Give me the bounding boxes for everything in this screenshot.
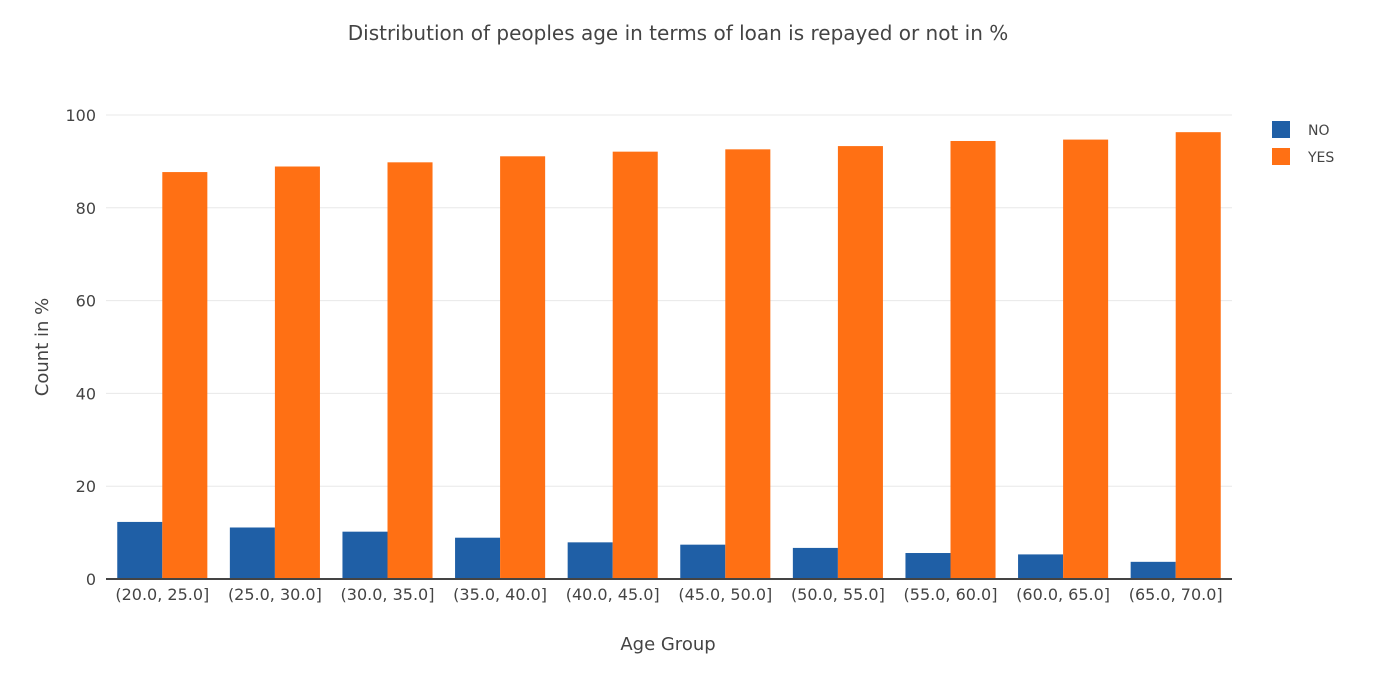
y-tick-label: 40 (76, 384, 96, 403)
bar-yes-1[interactable] (274, 166, 320, 579)
bar-yes-7[interactable] (950, 140, 996, 579)
bar-no-4[interactable] (567, 542, 613, 579)
bar-no-6[interactable] (792, 547, 838, 579)
bar-yes-8[interactable] (1063, 139, 1109, 580)
legend-label-yes[interactable]: YES (1307, 150, 1334, 166)
legend-swatch-yes[interactable] (1272, 148, 1290, 165)
bar-no-3[interactable] (455, 537, 501, 579)
bar-yes-5[interactable] (725, 149, 771, 579)
bar-no-1[interactable] (229, 527, 275, 579)
x-tick-label: (25.0, 30.0] (228, 585, 322, 604)
legend-swatch-no[interactable] (1272, 121, 1290, 138)
bar-yes-3[interactable] (500, 156, 546, 579)
x-tick-label: (20.0, 25.0] (115, 585, 209, 604)
x-tick-label: (60.0, 65.0] (1016, 585, 1110, 604)
bar-no-5[interactable] (680, 544, 726, 579)
y-tick-label: 20 (76, 477, 96, 496)
x-axis-title: Age Group (620, 634, 715, 655)
x-tick-label: (50.0, 55.0] (791, 585, 885, 604)
bar-yes-0[interactable] (162, 172, 208, 579)
bar-yes-6[interactable] (837, 146, 883, 579)
bars (117, 132, 1221, 580)
y-axis-ticks: 0 20 40 60 80 100 (65, 106, 96, 589)
y-tick-label: 0 (86, 570, 96, 589)
bar-yes-9[interactable] (1175, 132, 1221, 579)
bar-no-2[interactable] (342, 531, 388, 579)
legend-label-no[interactable]: NO (1308, 123, 1330, 139)
y-tick-label: 100 (65, 106, 96, 125)
y-tick-label: 80 (76, 199, 96, 218)
x-tick-label: (45.0, 50.0] (678, 585, 772, 604)
y-axis-title: Count in % (32, 298, 53, 396)
y-tick-label: 60 (76, 292, 96, 311)
x-tick-label: (40.0, 45.0] (566, 585, 660, 604)
x-tick-label: (55.0, 60.0] (904, 585, 998, 604)
bar-yes-4[interactable] (612, 151, 658, 579)
bar-no-9[interactable] (1130, 561, 1176, 579)
bar-no-8[interactable] (1018, 554, 1064, 579)
chart-title: Distribution of peoples age in terms of … (348, 21, 1009, 45)
x-tick-label: (30.0, 35.0] (341, 585, 435, 604)
x-tick-label: (65.0, 70.0] (1129, 585, 1223, 604)
bar-no-7[interactable] (905, 553, 951, 579)
bar-yes-2[interactable] (387, 162, 433, 579)
bar-no-0[interactable] (117, 521, 163, 579)
legend[interactable]: NO YES (1272, 121, 1334, 166)
x-axis-ticks: (20.0, 25.0] (25.0, 30.0] (30.0, 35.0] (35.… (115, 585, 1222, 604)
x-tick-label: (35.0, 40.0] (453, 585, 547, 604)
